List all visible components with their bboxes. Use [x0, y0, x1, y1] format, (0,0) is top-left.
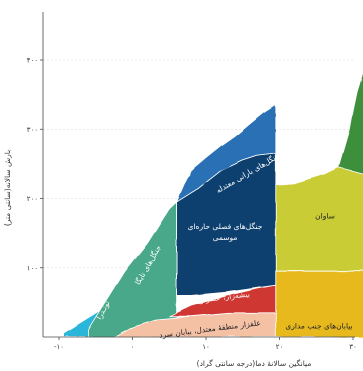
- biome-regions: [63, 68, 363, 338]
- x-tick-label: ۱۰: [202, 343, 210, 351]
- y-tick-label: ۱۰۰: [27, 264, 38, 272]
- y-axis-title: بارش سالانه(سانتی متر): [3, 150, 12, 226]
- region-tropical_rainforest: [275, 68, 363, 186]
- region-label-text: موسمی: [213, 233, 238, 242]
- region-temperate_rainforest: [176, 104, 277, 203]
- region-label-text: جنگل‌های: [312, 115, 341, 124]
- x-axis-title: میانگین سالانهٔ دما(درجه سانتی گراد): [197, 359, 312, 368]
- region-savanna: [275, 166, 363, 272]
- y-tick-label: ۲۰۰: [27, 195, 38, 203]
- region-label-text: ساوان: [315, 212, 335, 221]
- label-tropical_rainforest: جنگل‌های بارانی استوایی: [303, 115, 349, 135]
- y-tick-label: ۳۰۰: [27, 126, 38, 134]
- x-tick-label: ۳۰: [349, 343, 357, 351]
- x-tick-label: ۲۰: [276, 343, 284, 351]
- y-tick-label: ۴۰۰: [27, 57, 38, 65]
- region-label-text: بارانی استوایی: [303, 126, 349, 135]
- axes: ۱۰۰ ۲۰۰ ۳۰۰ ۴۰۰ -۱۰ ۰ ۱۰ ۲۰ ۳۰: [27, 12, 357, 351]
- region-label-text: بیابان‌های جنب مداری: [285, 322, 352, 331]
- label-subtropical_desert: بیابان‌های جنب مداری: [285, 322, 352, 331]
- x-tick-label: ۰: [131, 343, 135, 351]
- x-tick-label: -۱۰: [54, 343, 64, 351]
- label-savanna: ساوان: [315, 212, 335, 221]
- label-seasonal_forest: جنگل‌های فصلی حاره‌ای موسمی: [188, 222, 263, 242]
- region-label-text: جنگل‌های فصلی حاره‌ای: [188, 222, 263, 231]
